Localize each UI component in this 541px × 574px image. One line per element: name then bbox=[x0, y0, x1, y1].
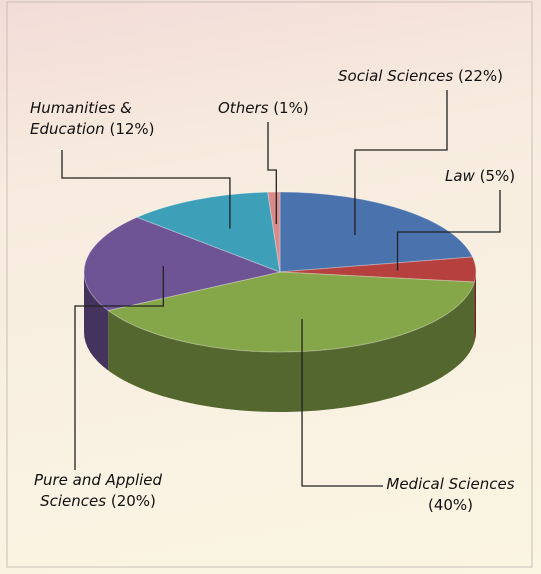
category-name: Medical Sciences bbox=[386, 475, 515, 493]
category-name: Pure and Applied Sciences bbox=[33, 471, 163, 510]
slice-label: Medical Sciences (40%) bbox=[383, 474, 518, 516]
value-label: (1%) bbox=[273, 99, 309, 117]
slice-label: Pure and Applied Sciences (20%) bbox=[18, 470, 178, 512]
slice bbox=[83, 216, 282, 312]
value-label: (20%) bbox=[110, 492, 156, 510]
category-name: Social Sciences bbox=[338, 67, 454, 85]
slice-side bbox=[108, 282, 475, 413]
slice-label: Others (1%) bbox=[218, 98, 328, 119]
category-name: Humanities & Education bbox=[30, 99, 132, 138]
slice bbox=[107, 271, 476, 353]
leader-line bbox=[354, 90, 448, 236]
slice-label: Social Sciences (22%) bbox=[338, 66, 528, 87]
leader-line bbox=[74, 265, 164, 470]
category-name: Law bbox=[445, 167, 475, 185]
slice bbox=[279, 256, 477, 283]
slice-side bbox=[84, 272, 109, 371]
value-label: (5%) bbox=[479, 167, 516, 185]
leader-line bbox=[61, 150, 231, 229]
category-name: Others bbox=[218, 99, 269, 117]
value-label: (22%) bbox=[457, 67, 504, 85]
value-label: (12%) bbox=[109, 120, 155, 138]
leader-line bbox=[396, 190, 501, 271]
leader-line bbox=[301, 319, 383, 487]
slice bbox=[135, 191, 281, 273]
slice-label: Law (5%) bbox=[445, 166, 530, 187]
leader-line bbox=[267, 122, 277, 225]
slice-label: Humanities & Education (12%) bbox=[30, 98, 180, 140]
slice bbox=[279, 191, 474, 273]
slice-side bbox=[474, 272, 476, 343]
frame bbox=[6, 1, 533, 568]
value-label: (40%) bbox=[427, 496, 474, 514]
